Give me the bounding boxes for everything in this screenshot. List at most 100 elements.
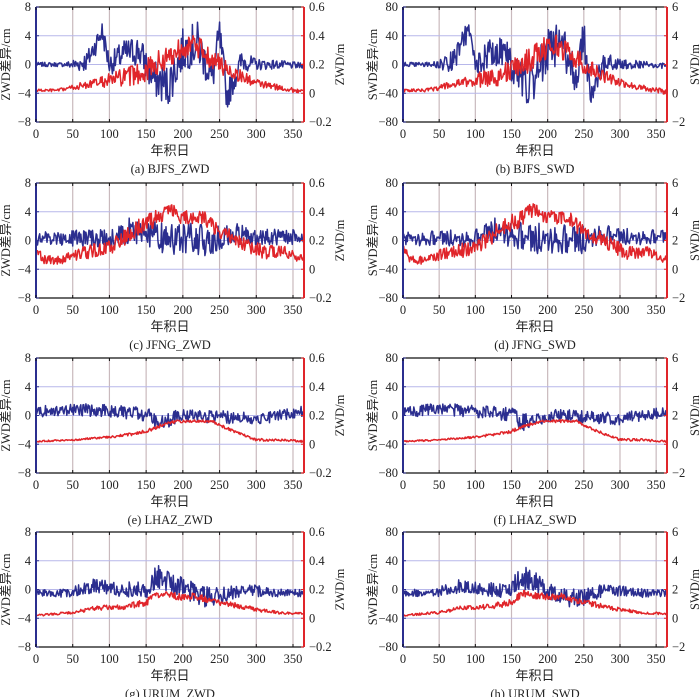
series-line-difference [402, 403, 668, 432]
x-tick-label: 100 [100, 652, 119, 666]
x-tick-label: 150 [502, 303, 521, 317]
x-tick-label: 150 [137, 478, 156, 492]
y2-tick-label: 2 [672, 409, 678, 423]
y-tick-label: −8 [18, 115, 31, 129]
y2-axis-label: ZWD/m [333, 43, 347, 85]
y-tick-label: −80 [378, 291, 398, 305]
y2-tick-label: −0.2 [309, 115, 332, 129]
x-tick-label: 50 [66, 127, 79, 141]
y2-tick-label: −2 [672, 466, 685, 480]
x-tick-label: 150 [502, 127, 521, 141]
subplot-caption: (c) JFNG_ZWD [129, 338, 211, 352]
x-tick-label: 200 [538, 127, 557, 141]
x-axis-label: 年积日 [515, 143, 554, 158]
x-tick-label: 50 [433, 478, 446, 492]
series-line-difference [35, 403, 305, 430]
x-axis-label: 年积日 [515, 494, 554, 509]
y2-tick-label: 6 [672, 351, 678, 365]
y2-tick-label: 0.6 [309, 525, 325, 539]
y-axis-label: ZWD差异/cm [0, 28, 13, 100]
subplot-caption: (f) LHAZ_SWD [494, 513, 577, 527]
x-tick-label: 0 [400, 478, 406, 492]
y2-tick-label: 0 [309, 611, 315, 625]
x-tick-label: 300 [611, 127, 630, 141]
subplot-g: 0 50 100 150 200 250 300 350 −8 −4 0 4 8 −0.2 0 0.2 0.4 0… [0, 525, 347, 697]
y2-tick-label: 6 [672, 525, 678, 539]
y2-axis-label: SWD/m [688, 44, 700, 85]
series-line-difference [35, 564, 305, 608]
series-line-value [35, 591, 305, 617]
y-tick-label: −80 [378, 640, 398, 654]
y-tick-label: 0 [392, 58, 398, 72]
y-tick-label: 0 [25, 58, 31, 72]
y-tick-label: 80 [386, 176, 399, 190]
x-tick-label: 100 [100, 478, 119, 492]
x-tick-label: 100 [100, 303, 119, 317]
y-tick-label: 40 [386, 554, 399, 568]
x-tick-label: 50 [66, 478, 79, 492]
series-line-value [35, 34, 305, 94]
y2-tick-label: 4 [672, 380, 679, 394]
x-tick-label: 300 [247, 303, 266, 317]
x-tick-label: 0 [33, 652, 39, 666]
x-tick-label: 150 [137, 127, 156, 141]
x-tick-label: 200 [538, 652, 557, 666]
x-tick-label: 150 [502, 478, 521, 492]
series-line-difference [402, 566, 668, 608]
y2-tick-label: 6 [672, 176, 678, 190]
x-tick-label: 0 [400, 652, 406, 666]
y2-tick-label: 0.6 [309, 0, 325, 14]
y-axis-label: SWD差异/cm [366, 204, 380, 276]
y-tick-label: −8 [18, 466, 31, 480]
y-tick-label: −4 [18, 86, 32, 100]
series-line-difference [402, 24, 668, 104]
x-axis-label: 年积日 [150, 668, 189, 683]
x-tick-label: 350 [647, 652, 666, 666]
x-tick-label: 300 [611, 303, 630, 317]
x-tick-label: 350 [284, 652, 303, 666]
x-tick-label: 200 [173, 652, 192, 666]
x-tick-label: 350 [647, 478, 666, 492]
y-tick-label: 4 [25, 29, 32, 43]
y-axis-label: ZWD差异/cm [0, 553, 13, 625]
y2-axis-label: SWD/m [688, 395, 700, 436]
y-tick-label: 80 [386, 351, 399, 365]
x-axis-label: 年积日 [150, 319, 189, 334]
y2-tick-label: 4 [672, 29, 679, 43]
x-tick-label: 0 [400, 127, 406, 141]
y-tick-label: 40 [386, 29, 399, 43]
series-line-difference [35, 21, 305, 108]
y2-tick-label: 0 [309, 262, 315, 276]
x-tick-label: 200 [538, 478, 557, 492]
y-tick-label: 0 [392, 583, 398, 597]
y2-tick-label: 2 [672, 58, 678, 72]
x-tick-label: 50 [433, 303, 446, 317]
y2-tick-label: −2 [672, 115, 685, 129]
y-tick-label: 40 [386, 380, 399, 394]
x-tick-label: 150 [137, 303, 156, 317]
y-tick-label: −80 [378, 115, 398, 129]
x-tick-label: 50 [66, 303, 79, 317]
y-tick-label: 0 [25, 234, 31, 248]
x-tick-label: 0 [33, 127, 39, 141]
y2-tick-label: 4 [672, 205, 679, 219]
x-axis-label: 年积日 [150, 494, 189, 509]
x-tick-label: 250 [574, 478, 593, 492]
y-tick-label: −40 [378, 437, 398, 451]
x-tick-label: 300 [247, 652, 266, 666]
x-tick-label: 200 [173, 478, 192, 492]
x-tick-label: 250 [210, 303, 229, 317]
series-line-value [402, 589, 668, 617]
series-line-value [35, 204, 305, 265]
subplot-c: 0 50 100 150 200 250 300 350 −8 −4 0 4 8 −0.2 0 0.2 0.4 0… [0, 176, 347, 352]
y-tick-label: 8 [25, 0, 31, 14]
subplot-b: 0 50 100 150 200 250 300 350 −80 −40 0 40 80 −2 0 2 4 6 SW… [366, 0, 700, 176]
subplot-a: 0 50 100 150 200 250 300 350 −8 −4 0 4 8 −0.2 0 0.2 0.4 0… [0, 0, 347, 176]
series-line-value [402, 34, 668, 95]
x-axis-label: 年积日 [150, 143, 189, 158]
y2-tick-label: 0 [672, 611, 678, 625]
y-tick-label: −8 [18, 291, 31, 305]
x-tick-label: 300 [247, 127, 266, 141]
y2-axis-label: SWD/m [688, 220, 700, 261]
